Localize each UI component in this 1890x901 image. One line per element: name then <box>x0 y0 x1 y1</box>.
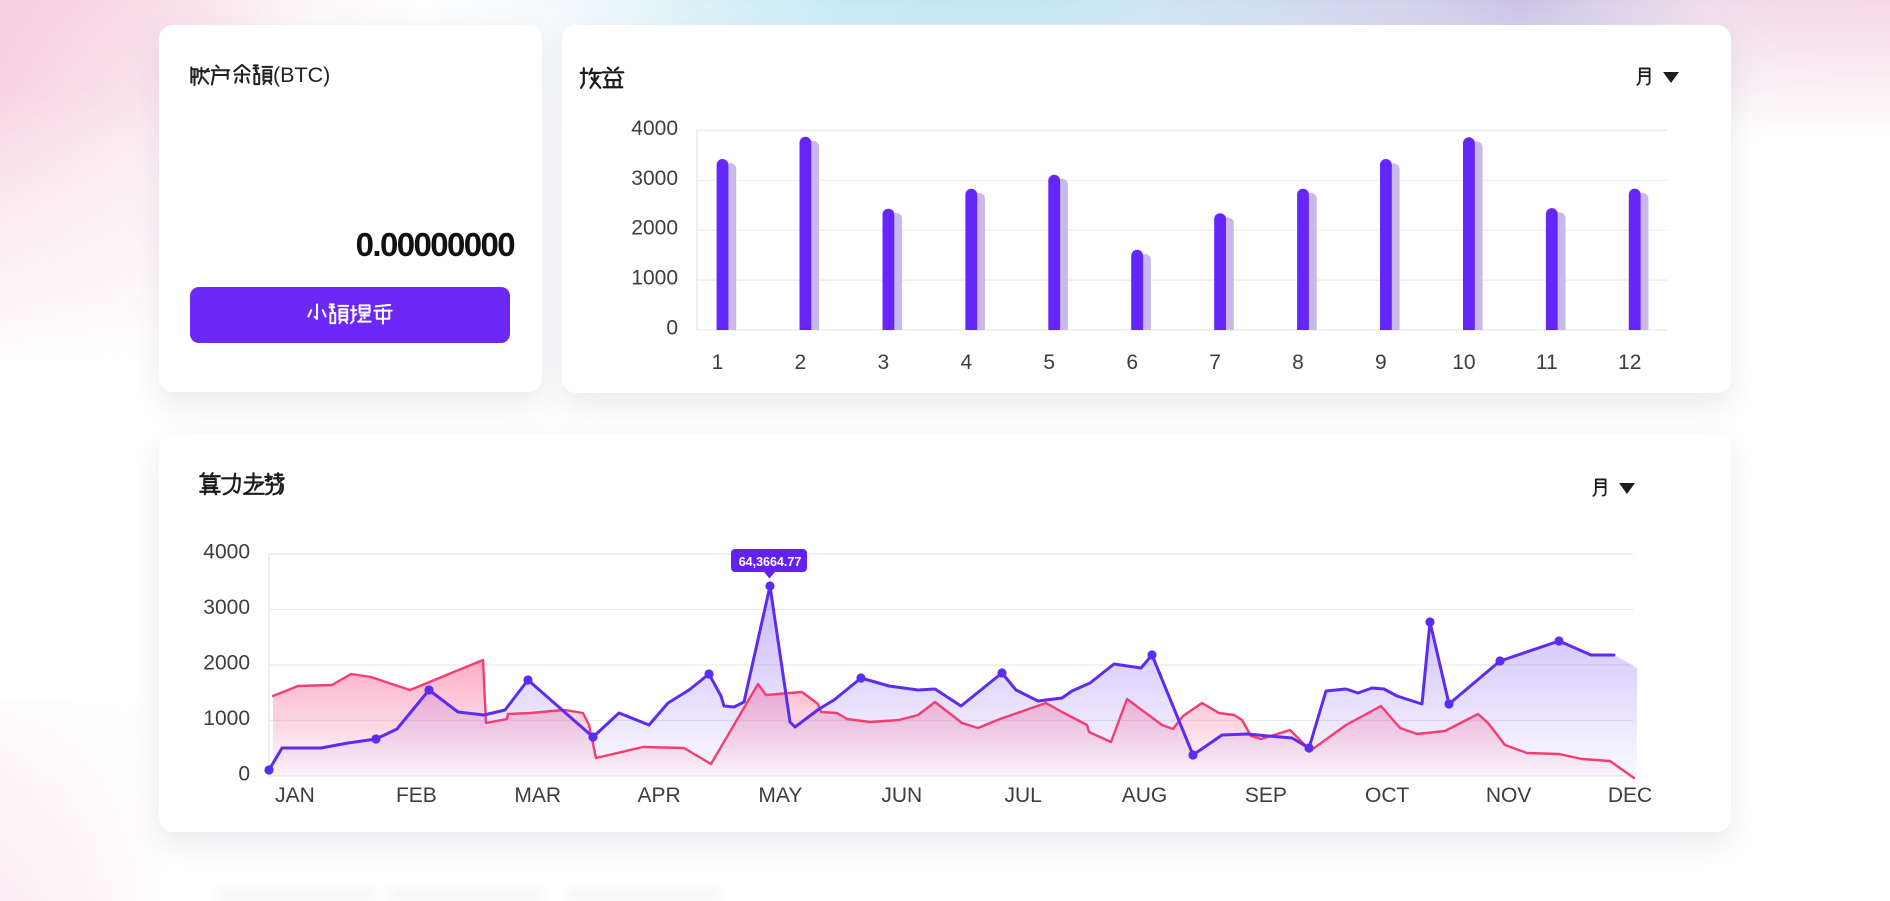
svg-text:4: 4 <box>960 351 972 374</box>
svg-text:6: 6 <box>1126 351 1138 374</box>
svg-text:OCT: OCT <box>1365 784 1410 807</box>
svg-text:64,3664.77: 64,3664.77 <box>739 555 802 569</box>
svg-text:1: 1 <box>712 351 724 374</box>
svg-text:0: 0 <box>238 763 250 786</box>
svg-text:SEP: SEP <box>1245 784 1287 807</box>
svg-text:MAY: MAY <box>758 784 802 807</box>
svg-text:4000: 4000 <box>203 541 250 564</box>
svg-text:DEC: DEC <box>1608 784 1652 807</box>
svg-text:11: 11 <box>1536 351 1558 374</box>
svg-text:9: 9 <box>1375 351 1387 374</box>
svg-text:10: 10 <box>1452 351 1475 374</box>
svg-text:APR: APR <box>638 784 681 807</box>
svg-text:3000: 3000 <box>203 596 250 619</box>
svg-text:NOV: NOV <box>1486 784 1532 807</box>
svg-text:4000: 4000 <box>631 117 678 140</box>
svg-text:AUG: AUG <box>1122 784 1168 807</box>
svg-text:MAR: MAR <box>514 784 561 807</box>
svg-text:2000: 2000 <box>203 652 250 675</box>
svg-text:JAN: JAN <box>275 784 315 807</box>
svg-text:2: 2 <box>795 351 807 374</box>
svg-text:2000: 2000 <box>631 217 678 240</box>
svg-text:FEB: FEB <box>396 784 437 807</box>
svg-text:1000: 1000 <box>631 267 678 290</box>
svg-text:3000: 3000 <box>631 167 678 190</box>
svg-text:1000: 1000 <box>203 707 250 730</box>
svg-text:3: 3 <box>878 351 890 374</box>
svg-text:12: 12 <box>1618 351 1641 374</box>
svg-text:8: 8 <box>1292 351 1304 374</box>
svg-text:7: 7 <box>1209 351 1221 374</box>
svg-text:5: 5 <box>1043 351 1055 374</box>
svg-text:JUN: JUN <box>881 784 922 807</box>
svg-text:JUL: JUL <box>1005 784 1042 807</box>
svg-text:0: 0 <box>666 317 678 340</box>
